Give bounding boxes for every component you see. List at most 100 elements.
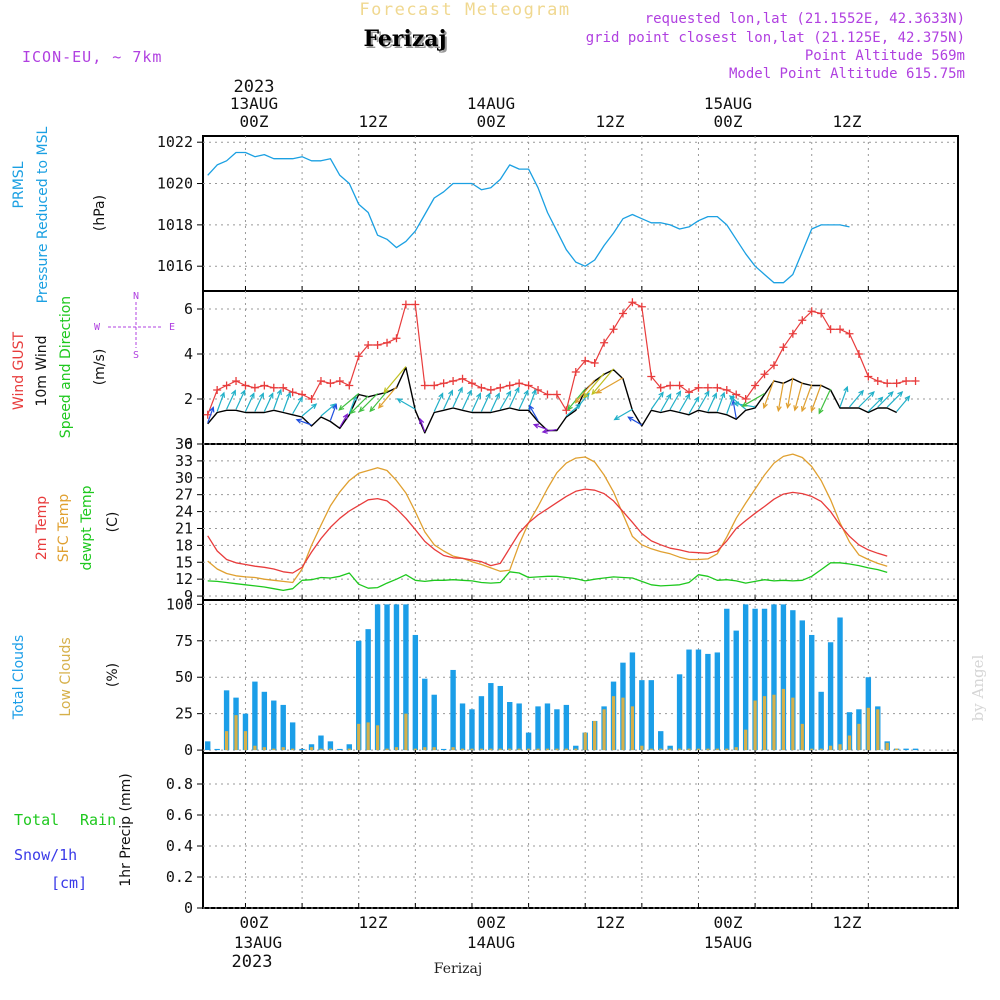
low-cloud-bar — [262, 747, 266, 751]
low-cloud-bar — [479, 748, 484, 751]
gust-marker — [892, 379, 901, 388]
wind-ytick-label: 2 — [184, 390, 193, 408]
low-cloud-bar — [781, 688, 786, 751]
temp-ytick-label: 36 — [175, 435, 193, 453]
total-cloud-bar — [440, 748, 447, 751]
chart-plots: 1016101810201022024691215182124273033360… — [157, 133, 959, 917]
low-cloud-bar — [810, 748, 814, 751]
gust-marker — [213, 386, 222, 394]
total-cloud-bar — [733, 630, 739, 751]
wind-arrow-head — [728, 395, 735, 401]
low-cloud-bar — [649, 748, 653, 751]
wind-arrow — [839, 386, 848, 408]
gust-marker — [694, 383, 703, 392]
wind-arrow — [350, 395, 369, 414]
low-cloud-bar — [800, 723, 804, 751]
gust-marker — [873, 377, 882, 385]
wind-arrow-head — [249, 392, 255, 399]
pressure-line — [207, 151, 850, 284]
wind-arrow-head — [342, 413, 348, 420]
requested-coords: requested lon,lat (21.1552E, 42.3633N) — [645, 11, 965, 27]
precip-ytick-label: 0.4 — [166, 837, 193, 855]
cloud-unit: (%) — [105, 663, 121, 687]
pressure-unit: (hPa) — [92, 195, 108, 231]
wind-arrow — [596, 377, 624, 394]
wind-arrow — [818, 388, 832, 414]
wind-arrow-head — [297, 396, 303, 403]
gust-marker — [760, 370, 769, 379]
wind-arrow-head — [338, 405, 345, 411]
gust-marker — [543, 390, 552, 399]
gust-marker — [515, 379, 524, 388]
wind-arrow — [669, 391, 681, 410]
wind-arrow-head — [457, 386, 463, 393]
total-cloud-bar — [393, 604, 400, 751]
wind-arrow — [533, 424, 548, 431]
wind-arrow — [320, 403, 336, 417]
precip-ytick-label: 0.6 — [166, 806, 193, 824]
wind-arrow — [339, 414, 348, 428]
gust-marker — [864, 372, 873, 381]
wind-arrow-head — [268, 392, 274, 399]
total-cloud-bar — [289, 722, 296, 751]
total-cloud-bar — [422, 678, 428, 751]
gust-marker — [590, 359, 599, 367]
temp-ytick-label: 15 — [175, 553, 193, 571]
pressure-ytick-label: 1016 — [157, 257, 193, 275]
wind-arrow-head — [897, 391, 904, 397]
wind-arrow — [777, 382, 784, 411]
gust-line — [207, 301, 916, 416]
total-cloud-bar — [384, 604, 390, 751]
total-cloud-bar — [337, 748, 343, 751]
wind-arrow-head — [528, 404, 535, 411]
wind-arrow-head — [506, 390, 512, 397]
gust-marker — [232, 377, 241, 385]
temp-dewpt-label: dewpt Temp — [79, 485, 95, 570]
gust-marker — [817, 309, 826, 318]
low-cloud-bar — [291, 748, 295, 751]
wind-arrow-head — [887, 391, 894, 397]
top-time-label: 00Z — [240, 112, 269, 131]
low-cloud-bar — [659, 748, 663, 751]
cloud-ytick-label: 75 — [175, 632, 193, 650]
bottom-time-label: 00Z — [714, 913, 743, 932]
wind-arrow-head — [285, 391, 292, 398]
top-date-2: 14AUG — [467, 94, 515, 113]
total-cloud-bar — [544, 703, 551, 751]
wind-arrow — [301, 403, 317, 417]
wind-arrow-head — [377, 402, 384, 409]
gust-marker — [741, 395, 750, 403]
low-cloud-bar — [564, 748, 568, 751]
bottom-time-label: 12Z — [596, 913, 625, 932]
dewpt-temp-line — [207, 562, 888, 592]
wind-arrow — [575, 379, 596, 404]
wind-arrow-head — [627, 416, 634, 422]
temp-unit: (C) — [105, 512, 121, 533]
total-cloud-bar — [799, 620, 805, 751]
cloud-ytick-label: 25 — [175, 705, 193, 723]
wind-arrow-head — [694, 396, 700, 403]
model-label: ICON-EU, ~ 7km — [22, 48, 162, 66]
wind-arrow-head — [868, 391, 875, 397]
total-cloud-bar — [742, 604, 749, 751]
total-cloud-bar — [525, 732, 532, 751]
low-cloud-bar — [895, 748, 899, 751]
low-cloud-bar — [555, 748, 559, 751]
wind-arrow-head — [843, 385, 849, 393]
low-cloud-bar — [413, 748, 417, 751]
gust-marker — [845, 329, 854, 338]
bottom-time-label: 00Z — [240, 913, 269, 932]
wind-arrow — [810, 384, 822, 412]
total-cloud-bar — [648, 680, 654, 751]
temp-ytick-label: 24 — [175, 503, 193, 521]
low-cloud-bar — [611, 696, 616, 751]
precip-unit: 1hr Precip (mm) — [118, 773, 134, 886]
total-cloud-bar — [412, 634, 419, 751]
temp-ytick-label: 30 — [175, 469, 193, 487]
gust-marker — [618, 309, 627, 318]
precip-frame — [202, 752, 959, 909]
wind-unit: (m/s) — [92, 349, 108, 386]
bottom-date-3: 15AUG — [704, 933, 752, 952]
wind-10m-label: 10m Wind — [34, 335, 50, 406]
chart-title: Forecast Meteogram — [359, 0, 570, 20]
